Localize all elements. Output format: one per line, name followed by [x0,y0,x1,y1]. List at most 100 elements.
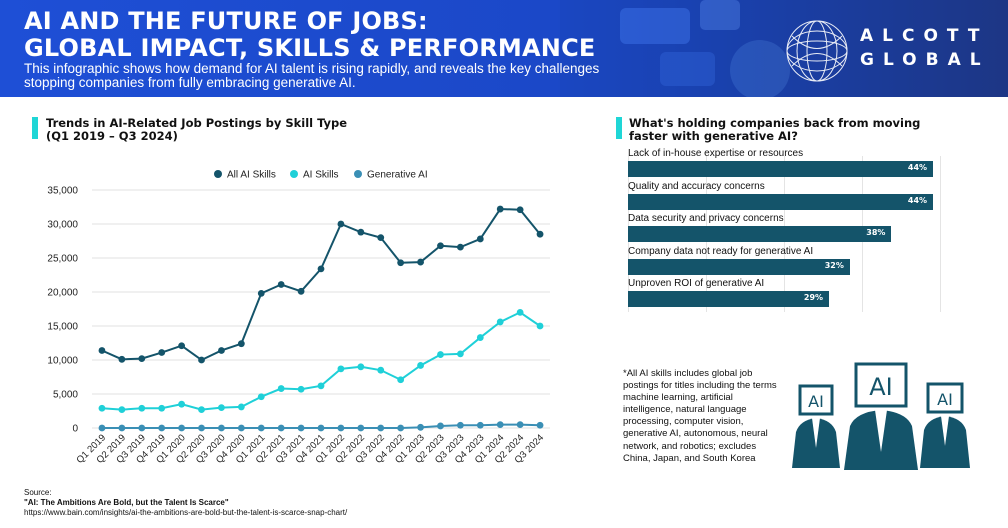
data-point-ai-skills [198,406,205,414]
bar: 44% [628,161,934,177]
data-point-ai-skills [516,309,524,316]
data-point-ai-skills [337,365,345,373]
data-point-all-ai-skills [496,205,504,213]
data-point-generative-ai [456,421,464,429]
data-point-all-ai-skills [257,289,265,297]
left-section-accent [32,117,38,139]
legend-label: All AI Skills [227,170,276,181]
banner-decoration [560,0,1008,97]
data-point-generative-ai [417,423,424,431]
right-section-accent [616,117,622,139]
data-point-ai-skills [257,393,265,401]
source-link[interactable]: https://www.bain.com/insights/ai-the-amb… [24,508,348,517]
data-point-ai-skills [297,385,305,393]
person-left-icon: AI [792,384,840,468]
bar-chart-title-line-2: faster with generative AI? [629,128,798,143]
data-point-all-ai-skills [158,349,166,356]
person-center-label: AI [869,373,893,401]
data-point-ai-skills [437,351,444,358]
data-point-ai-skills [277,385,285,392]
series-line-all-ai-skills [101,208,541,362]
data-point-all-ai-skills [417,258,424,266]
data-point-generative-ai [437,422,444,430]
bar: 44% [628,193,934,210]
legend-label: Generative AI [367,170,428,181]
legend-marker [290,170,298,178]
data-point-ai-skills [417,362,424,369]
data-point-generative-ai [118,424,126,432]
bar-value-label: 32% [824,260,844,270]
logo-sphere-icon [786,20,848,82]
data-point-generative-ai [178,424,186,432]
data-point-all-ai-skills [317,265,325,273]
series-line-ai-skills [101,311,541,411]
person-right-label: AI [937,390,953,409]
bar-category-label: Quality and accuracy concerns [628,180,765,192]
data-point-all-ai-skills [218,347,225,354]
data-point-all-ai-skills [297,287,305,295]
bar-gridline [940,156,941,312]
chart-gridlines [92,189,550,429]
data-point-generative-ai [476,421,484,429]
y-tick-label: 30,000 [47,220,78,231]
logo-text-line-2: GLOBAL [860,50,990,70]
title-line-1: AI AND THE FUTURE OF JOBS: [24,7,428,35]
data-point-ai-skills [377,366,385,374]
source-citation: Source: "AI: The Ambitions Are Bold, but… [24,488,347,518]
y-tick-label: 20,000 [47,288,78,299]
bar: 32% [628,258,850,275]
data-point-all-ai-skills [198,356,205,364]
logo-text-line-1: ALCOTT [860,26,989,46]
legend-label: AI Skills [303,170,339,181]
line-chart-title-line-2: (Q1 2019 – Q3 2024) [46,128,178,143]
data-point-ai-skills [536,322,544,330]
data-point-ai-skills [138,404,146,412]
legend-marker [214,170,222,178]
data-point-generative-ai [138,424,146,432]
person-center-icon: AI [844,362,918,470]
data-point-ai-skills [98,404,106,412]
data-point-generative-ai [516,421,524,428]
data-point-all-ai-skills [178,342,186,350]
data-point-ai-skills [496,318,504,326]
data-point-generative-ai [237,424,245,432]
data-point-all-ai-skills [98,347,106,354]
person-right-icon: AI [920,382,970,468]
header-banner: AI AND THE FUTURE OF JOBS: GLOBAL IMPACT… [0,0,1008,97]
y-tick-label: 25,000 [47,254,78,265]
barriers-bar-chart: Lack of in-house expertise or resources 4… [620,148,950,313]
data-point-ai-skills [476,334,484,341]
y-tick-label: 35,000 [47,186,78,197]
bar-chart-title-line-1: What's holding companies back from movin… [629,116,921,130]
y-tick-label: 5,000 [53,390,78,401]
data-point-all-ai-skills [237,340,245,348]
title-line-2: GLOBAL IMPACT, SKILLS & PERFORMANCE [24,34,596,62]
data-point-generative-ai [257,424,265,432]
bar: 38% [628,226,892,242]
data-point-all-ai-skills [516,206,524,214]
data-point-generative-ai [377,424,385,432]
person-left-label: AI [808,392,824,411]
data-point-generative-ai [218,424,225,432]
data-point-all-ai-skills [397,259,405,267]
bar-value-label: 29% [803,293,824,302]
data-point-generative-ai [337,424,345,432]
bar: 29% [628,291,830,307]
data-point-all-ai-skills [437,242,444,250]
data-point-generative-ai [158,424,166,432]
bar-category-label: Data security and privacy concerns [628,213,784,224]
data-point-generative-ai [297,424,305,432]
y-tick-label: 0 [72,424,78,435]
bar-value-label: 44% [907,195,928,205]
data-point-all-ai-skills [476,235,484,243]
data-point-ai-skills [456,350,464,358]
data-point-generative-ai [277,424,285,432]
ai-people-illustration: AI AI AI [792,362,970,470]
data-point-ai-skills [357,363,365,371]
y-axis-ticks: 35,000 30,000 25,000 20,000 15,000 10,000 5,00… [47,186,78,435]
bar-value-label: 44% [907,163,928,172]
data-point-generative-ai [397,424,405,432]
data-point-ai-skills [397,376,405,384]
page-title: AI AND THE FUTURE OF JOBS: GLOBAL IMPACT… [24,8,595,62]
data-point-all-ai-skills [456,243,464,251]
